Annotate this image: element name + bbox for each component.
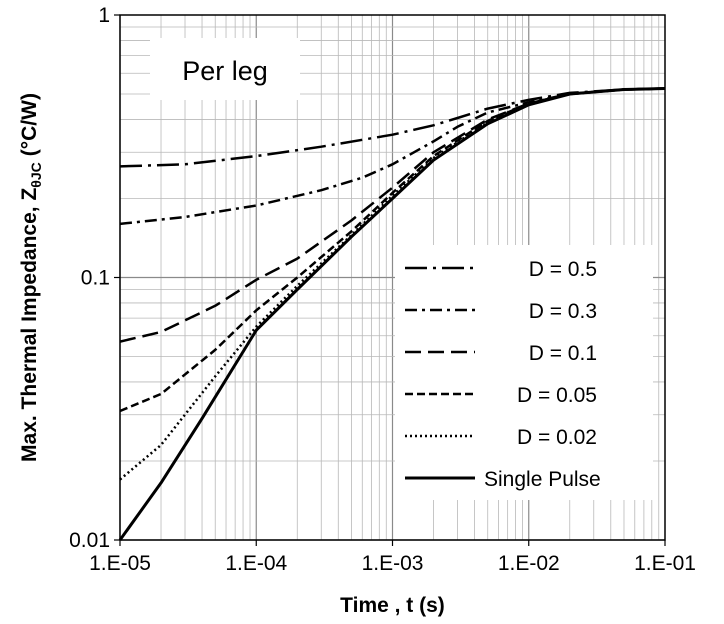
series-line-d-0-5 <box>119 87 666 168</box>
x-tick-label: 1.E-03 <box>362 552 424 575</box>
legend-label: Single Pulse <box>484 468 601 491</box>
x-tick-label: 1.E-01 <box>634 552 696 575</box>
series-group <box>118 87 666 541</box>
series-line-single-pulse <box>118 87 666 541</box>
y-axis-title-main: Max. Thermal Impedance, Z <box>18 188 41 462</box>
legend-label: D = 0.5 <box>529 258 597 281</box>
x-tick-label: 1.E-04 <box>225 552 287 575</box>
series-line-d-0-02 <box>119 87 666 481</box>
y-axis-title-subscript: θJC <box>28 162 44 187</box>
legend-label: D = 0.3 <box>529 300 597 323</box>
y-axis-ticks: 0.01 0.1 1 <box>69 4 120 552</box>
legend-label: D = 0.1 <box>529 342 597 365</box>
legend-label: D = 0.02 <box>517 426 597 449</box>
y-tick-label: 0.01 <box>69 529 110 552</box>
x-axis-title: Time , t (s) <box>340 594 445 617</box>
legend-box <box>395 245 653 500</box>
series-line-d-0-3 <box>119 87 666 226</box>
x-axis-ticks: 1.E-05 1.E-04 1.E-03 1.E-02 1.E-01 <box>89 540 696 575</box>
y-tick-label: 0.1 <box>81 267 110 290</box>
x-tick-label: 1.E-02 <box>498 552 560 575</box>
legend-label: D = 0.05 <box>517 384 597 407</box>
annotation-box <box>150 38 300 100</box>
legend: D = 0.5 D = 0.3 D = 0.1 D = 0.05 D = 0.02 Sin… <box>395 245 653 500</box>
annotation-per-leg: Per leg <box>182 56 268 86</box>
y-tick-label: 1 <box>98 4 110 27</box>
x-tick-label: 1.E-05 <box>89 552 151 575</box>
y-axis-title-unit: (°C/W) <box>18 93 41 156</box>
y-axis-title: Max. Thermal Impedance, ZθJC (°C/W) <box>18 93 44 462</box>
